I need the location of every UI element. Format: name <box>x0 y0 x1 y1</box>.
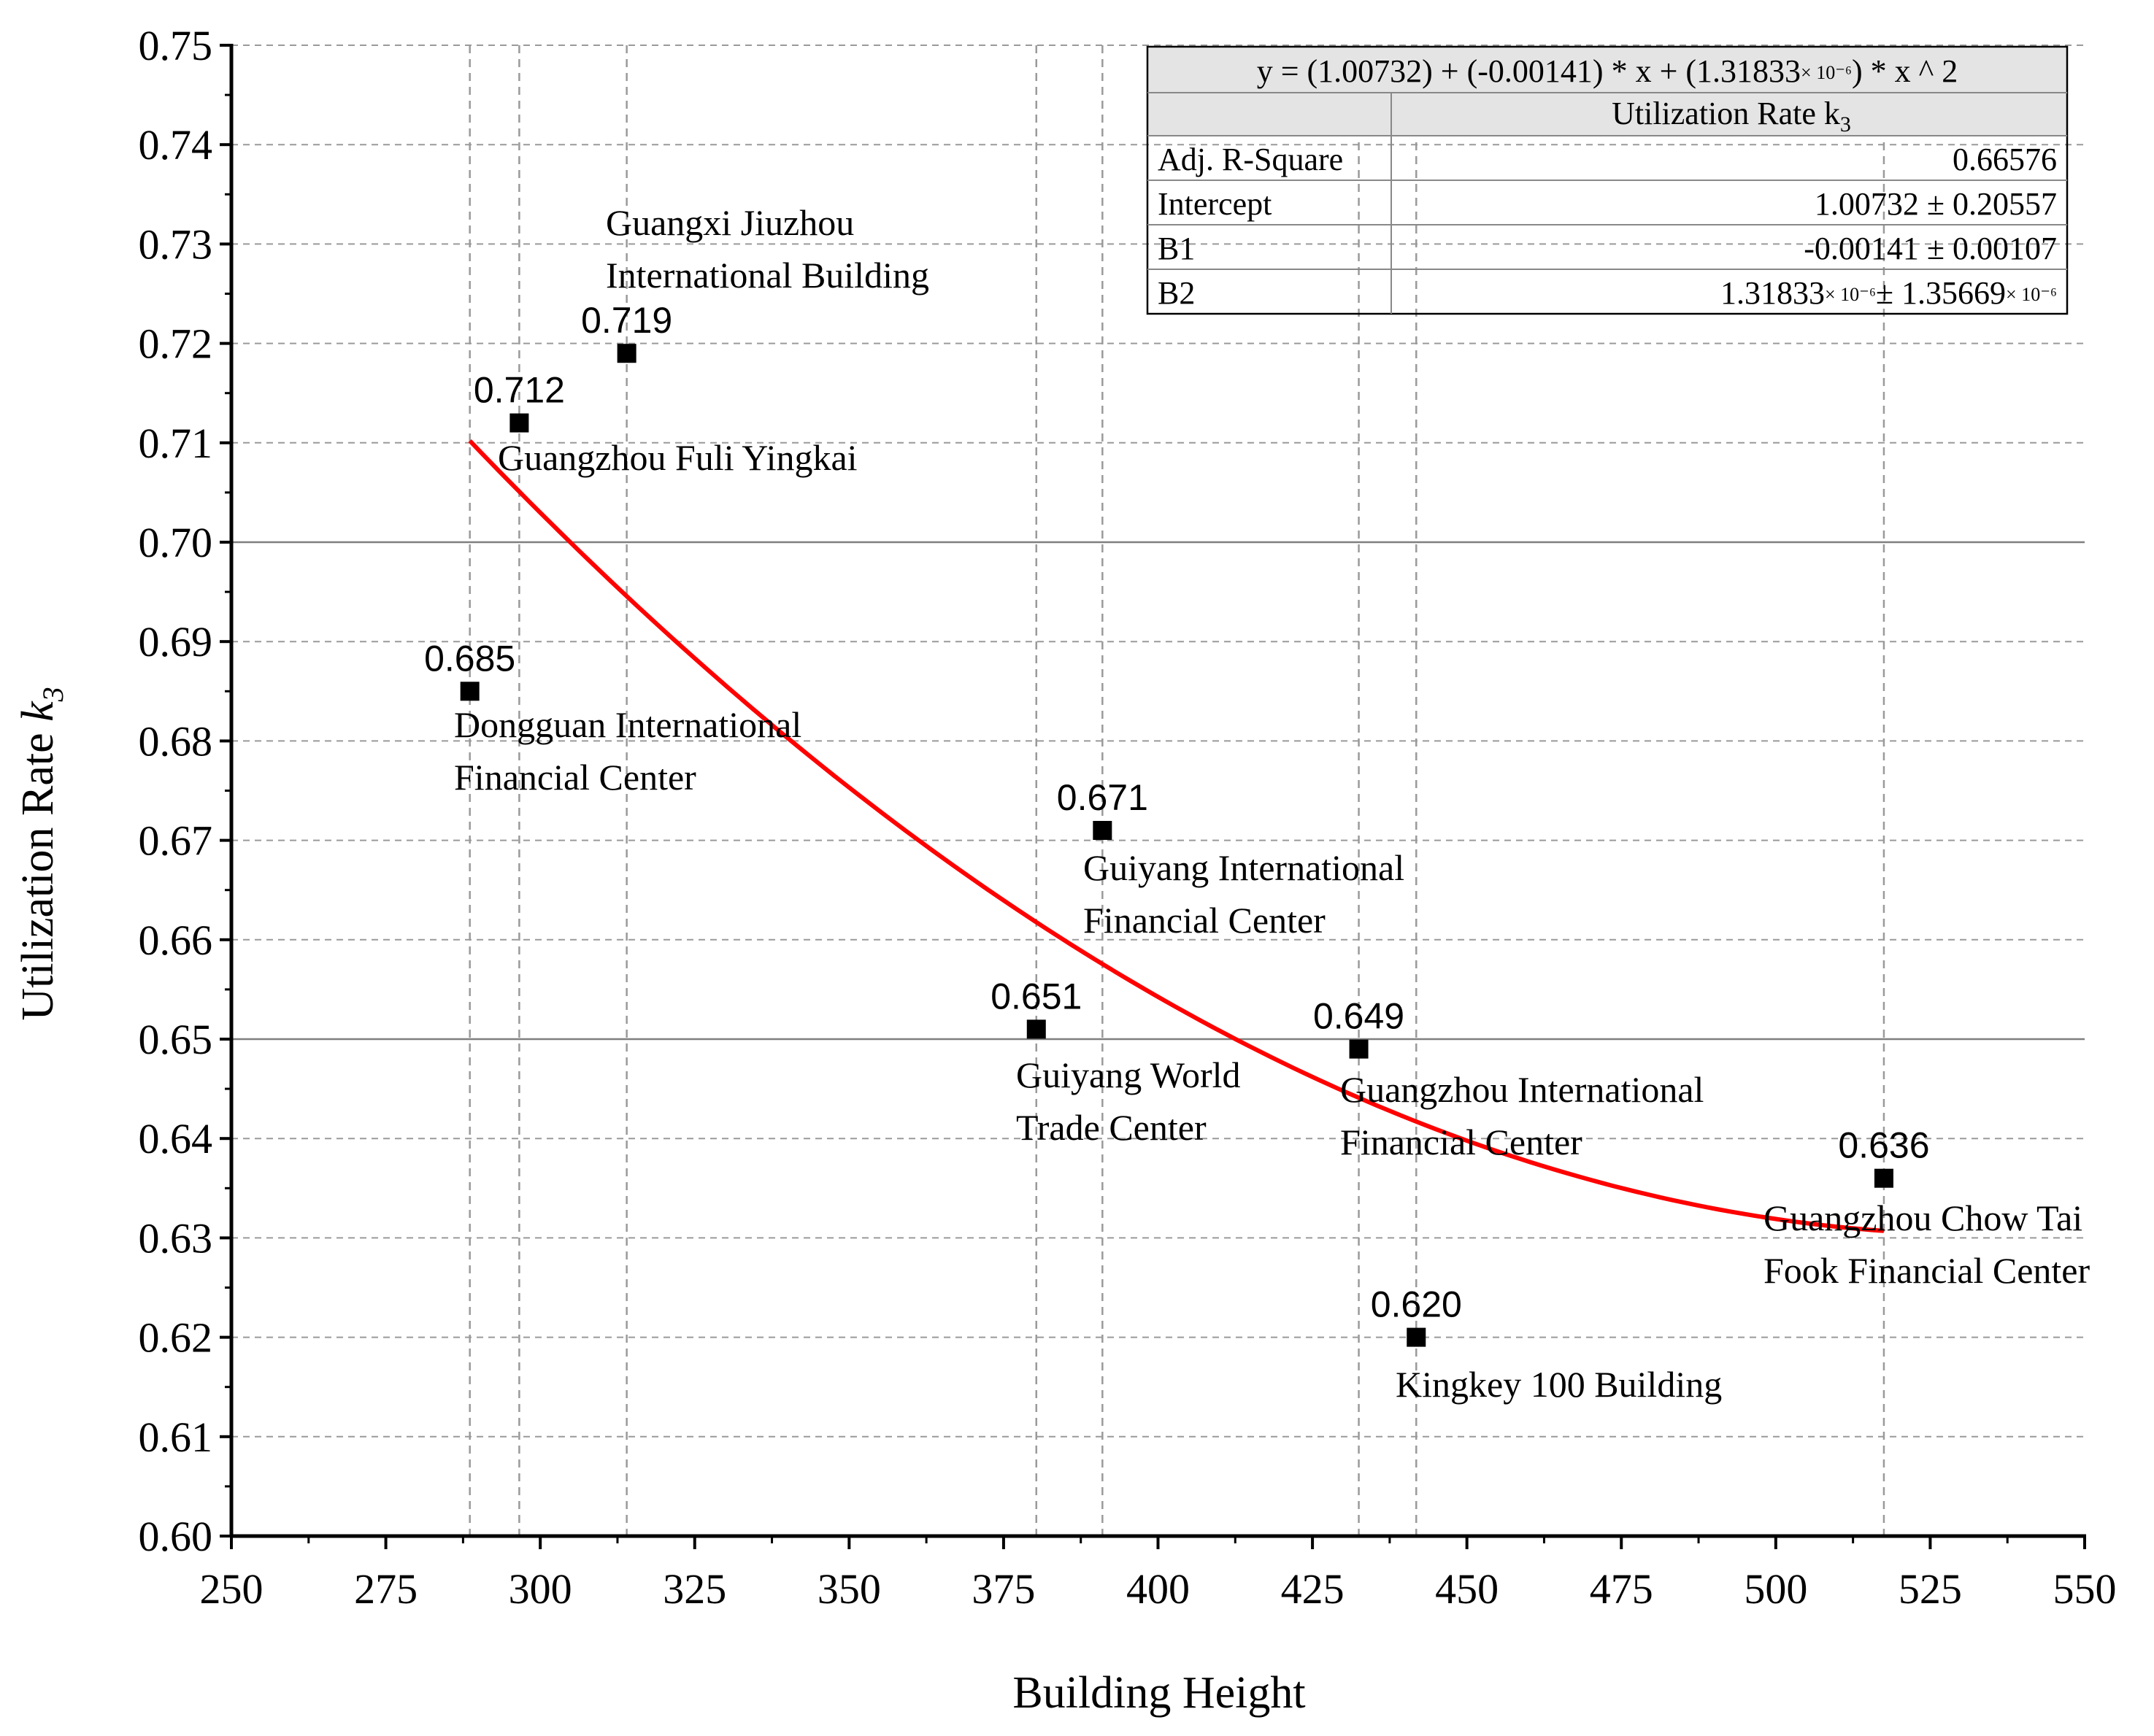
x-tick-label: 275 <box>354 1565 418 1613</box>
b2-error-exponent: × 10⁻⁶ <box>2006 284 2057 305</box>
axes <box>220 44 2086 1549</box>
y-tick-label: 0.66 <box>139 917 213 964</box>
y-tick-label: 0.68 <box>139 717 213 765</box>
y-tick-label: 0.64 <box>139 1115 213 1162</box>
data-point-value-label: 0.649 <box>1313 996 1404 1037</box>
fit-equation: y = (1.00732) + (-0.00141) * x + (1.3183… <box>1257 53 1958 89</box>
data-point-marker <box>460 682 480 701</box>
y-tick-label: 0.62 <box>139 1314 213 1362</box>
x-tick-label: 500 <box>1744 1565 1807 1613</box>
data-point-name-label: International Building <box>606 255 929 296</box>
x-tick-label: 425 <box>1281 1565 1345 1613</box>
data-point-value-label: 0.620 <box>1371 1284 1462 1325</box>
fit-statistics-table: y = (1.00732) + (-0.00141) * x + (1.3183… <box>1146 45 2069 315</box>
x-tick-label: 525 <box>1899 1565 1962 1613</box>
x-tick-label: 475 <box>1590 1565 1653 1613</box>
b2-value: 1.31833 <box>1720 275 1825 311</box>
data-point-value-label: 0.712 <box>474 370 565 411</box>
data-point-name-label: Financial Center <box>454 757 696 798</box>
data-point-name-label: Fook Financial Center <box>1763 1250 2090 1291</box>
y-axis-title: Utilization Rate k3 <box>13 687 69 1020</box>
y-tick-label: 0.75 <box>139 22 213 69</box>
data-point-value-label: 0.719 <box>581 300 672 341</box>
y-axis-title-sub: 3 <box>36 687 69 702</box>
equation-part-1: y = (1.00732) + (-0.00141) * x + (1.3183… <box>1257 53 1801 89</box>
data-point-name-label: Guangzhou Fuli Yingkai <box>498 437 858 478</box>
data-point-name-label: Guangzhou Chow Tai <box>1763 1197 2082 1238</box>
b2-error: ± 1.35669 <box>1876 275 2006 311</box>
data-point-value-label: 0.685 <box>424 638 515 679</box>
x-tick-label: 550 <box>2053 1565 2117 1613</box>
y-tick-label: 0.63 <box>139 1214 213 1262</box>
y-tick-label: 0.67 <box>139 817 213 865</box>
x-tick-label: 375 <box>972 1565 1035 1613</box>
row-label-intercept: Intercept <box>1158 186 1272 222</box>
row-label-b2: B2 <box>1158 275 1195 311</box>
data-point-marker <box>1093 820 1112 840</box>
data-point-marker <box>1026 1019 1046 1039</box>
x-tick-label: 450 <box>1435 1565 1499 1613</box>
table-header-background <box>1147 47 2067 136</box>
y-axis-title-main: Utilization Rate <box>13 722 63 1021</box>
row-value-b2: 1.31833× 10⁻⁶± 1.35669× 10⁻⁶ <box>1720 275 2057 311</box>
data-point-name-label: Guangxi Jiuzhou <box>606 202 854 243</box>
row-value-b1: -0.00141 ± 0.00107 <box>1804 231 2057 266</box>
equation-part-2: ) * x ^ 2 <box>1852 53 1958 89</box>
y-tick-label: 0.72 <box>139 320 213 368</box>
data-point-marker <box>617 344 636 363</box>
data-point-name-label: Financial Center <box>1340 1122 1582 1162</box>
y-tick-label: 0.73 <box>139 220 213 268</box>
data-points: 0.685 0.712 0.719 0.651 0.671 0.649 0.620 0.636… <box>424 202 2090 1405</box>
y-tick-label: 0.69 <box>139 618 213 666</box>
data-point-name-label: Dongguan International <box>454 704 801 745</box>
data-point-name-label: Guiyang International <box>1083 847 1404 888</box>
data-point-name-label: Kingkey 100 Building <box>1396 1364 1722 1405</box>
data-point-value-label: 0.671 <box>1057 777 1148 818</box>
x-tick-label: 350 <box>818 1565 881 1613</box>
fit-curve <box>468 439 1885 1233</box>
x-tick-label: 250 <box>200 1565 264 1613</box>
row-label-b1: B1 <box>1158 231 1195 266</box>
row-value-adj-r-square: 0.66576 <box>1953 142 2057 177</box>
b2-exponent: × 10⁻⁶ <box>1825 284 1876 305</box>
table-column-header: Utilization Rate k3 <box>1612 96 1851 136</box>
data-point-name-label: Financial Center <box>1083 900 1326 941</box>
y-tick-label: 0.61 <box>139 1413 213 1461</box>
y-tick-label: 0.74 <box>139 121 213 169</box>
tick-labels: 0.60 0.61 0.62 0.63 0.64 0.65 0.66 0.67 0.68 0.69… <box>139 22 2117 1613</box>
data-point-marker <box>509 413 529 433</box>
reference-lines <box>231 541 2085 1041</box>
y-tick-label: 0.70 <box>139 519 213 566</box>
data-point-name-label: Trade Center <box>1016 1107 1207 1148</box>
y-tick-label: 0.65 <box>139 1016 213 1063</box>
column-header-sub: 3 <box>1840 112 1851 136</box>
data-point-value-label: 0.636 <box>1838 1125 1929 1166</box>
row-value-intercept: 1.00732 ± 0.20557 <box>1815 186 2057 222</box>
data-point-marker <box>1407 1327 1426 1347</box>
equation-exponent: × 10⁻⁶ <box>1801 62 1852 83</box>
data-point-marker <box>1874 1168 1893 1188</box>
y-tick-label: 0.60 <box>139 1513 213 1560</box>
y-axis-title-italic: k <box>13 701 63 722</box>
x-axis-title: Building Height <box>1012 1668 1305 1718</box>
y-tick-label: 0.71 <box>139 420 213 467</box>
x-tick-label: 300 <box>509 1565 572 1613</box>
data-point-marker <box>1349 1039 1369 1059</box>
data-point-name-label: Guangzhou International <box>1340 1069 1704 1110</box>
row-label-adj-r-square: Adj. R-Square <box>1158 142 1343 177</box>
x-tick-label: 400 <box>1126 1565 1190 1613</box>
column-header-main: Utilization Rate k <box>1612 96 1840 131</box>
data-point-name-label: Guiyang World <box>1016 1054 1241 1095</box>
x-tick-label: 325 <box>663 1565 726 1613</box>
data-point-value-label: 0.651 <box>991 976 1082 1016</box>
